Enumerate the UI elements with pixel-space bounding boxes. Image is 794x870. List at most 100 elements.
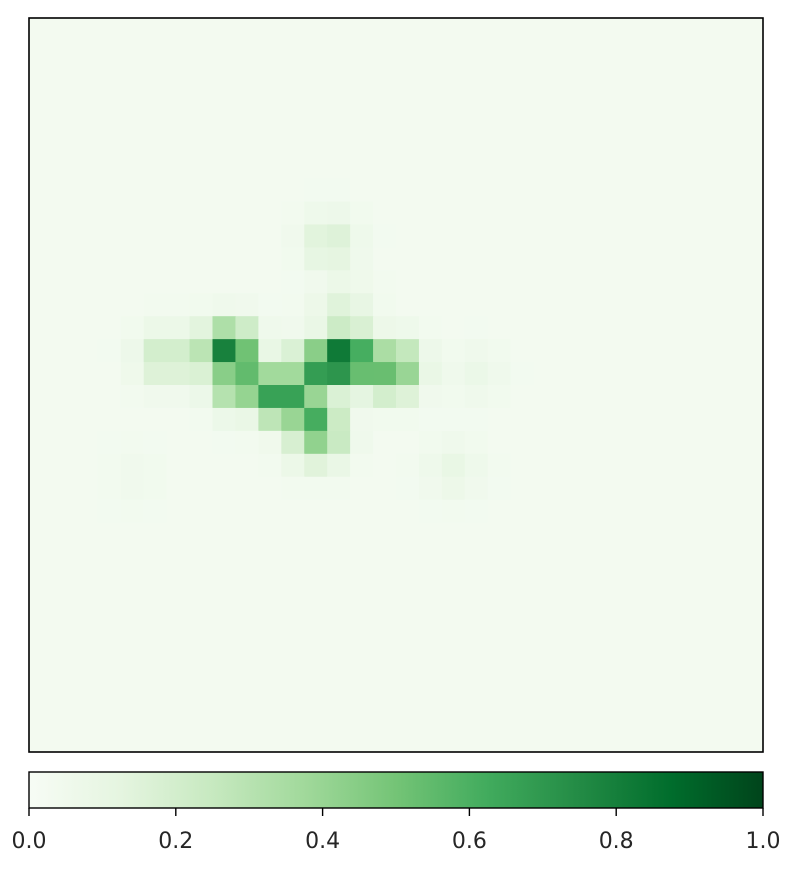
heatmap-cell — [327, 247, 351, 271]
heatmap-cell — [510, 407, 535, 432]
heatmap-cell — [373, 86, 397, 111]
colorbar: 0.0 0.2 0.4 0.6 0.8 1.0 — [12, 771, 781, 854]
heatmap-cell — [579, 385, 604, 409]
heatmap-cell — [648, 18, 672, 42]
heatmap-cell — [602, 729, 626, 752]
heatmap-cell — [373, 706, 397, 730]
heatmap-cell — [418, 362, 443, 386]
heatmap-cell — [579, 339, 604, 363]
heatmap-cell — [464, 132, 489, 157]
heatmap-cell — [166, 132, 191, 157]
heatmap-cell — [373, 499, 397, 524]
heatmap-cell — [464, 201, 489, 226]
heatmap-cell — [120, 729, 145, 752]
heatmap-cell — [97, 155, 122, 180]
heatmap-cell — [441, 132, 466, 157]
heatmap-cell — [625, 430, 649, 455]
heatmap-cell — [464, 522, 489, 547]
heatmap-cell — [510, 614, 535, 638]
heatmap-cell — [373, 683, 397, 707]
heatmap-cell — [717, 224, 741, 248]
heatmap-cell — [671, 362, 695, 386]
heatmap-cell — [258, 316, 282, 340]
heatmap-cell — [212, 660, 237, 684]
heatmap-cell — [602, 568, 626, 593]
heatmap-cell — [281, 568, 305, 593]
heatmap-cell — [258, 522, 282, 547]
heatmap-cell — [510, 729, 535, 752]
heatmap-cell — [258, 132, 282, 157]
heatmap-cell — [510, 293, 535, 317]
heatmap-cell — [510, 545, 535, 570]
heatmap-cell — [212, 729, 237, 752]
heatmap-cell — [441, 362, 466, 386]
heatmap-cell — [487, 430, 512, 455]
heatmap-cell — [396, 430, 420, 455]
heatmap-cell — [441, 430, 466, 455]
heatmap-cell — [625, 18, 649, 42]
heatmap-cell — [97, 339, 122, 363]
heatmap-cell — [29, 155, 53, 180]
heatmap-cell — [556, 706, 581, 730]
heatmap-cell — [189, 660, 214, 684]
heatmap-cell — [51, 293, 76, 317]
heatmap-cell — [97, 660, 122, 684]
heatmap-cell — [166, 683, 191, 707]
heatmap-cell — [74, 385, 99, 409]
heatmap-cell — [373, 18, 397, 42]
heatmap-cell — [373, 660, 397, 684]
heatmap-cell — [74, 499, 99, 524]
heatmap-cell — [396, 201, 420, 226]
heatmap-cell — [235, 729, 259, 752]
heatmap-cell — [533, 63, 558, 88]
heatmap-cell — [556, 453, 581, 478]
heatmap-cell — [556, 18, 581, 42]
heatmap-cell — [189, 729, 214, 752]
heatmap-cell — [533, 224, 558, 248]
heatmap-cell — [235, 637, 259, 661]
heatmap-cell — [418, 109, 443, 134]
heatmap-cell — [556, 270, 581, 294]
heatmap-cell — [441, 339, 466, 363]
heatmap-cell — [373, 430, 397, 455]
heatmap-cell — [350, 339, 374, 363]
heatmap-cell — [602, 86, 626, 111]
heatmap-cell — [189, 545, 214, 570]
heatmap-cell — [671, 178, 695, 203]
heatmap-cell — [602, 385, 626, 409]
heatmap-cell — [304, 637, 328, 661]
heatmap-cell — [671, 224, 695, 248]
heatmap-cell — [717, 132, 741, 157]
heatmap-cell — [189, 522, 214, 547]
heatmap-cell — [74, 178, 99, 203]
heatmap-cell — [671, 316, 695, 340]
heatmap-cell — [258, 40, 282, 65]
heatmap-cell — [327, 63, 351, 88]
heatmap-cell — [418, 430, 443, 455]
heatmap-cell — [304, 362, 328, 386]
heatmap-cell — [97, 683, 122, 707]
heatmap-cell — [717, 18, 741, 42]
heatmap-cell — [441, 86, 466, 111]
heatmap-cell — [625, 362, 649, 386]
heatmap-cell — [327, 706, 351, 730]
heatmap-cell — [464, 660, 489, 684]
heatmap-cell — [235, 270, 259, 294]
heatmap-cell — [418, 63, 443, 88]
heatmap-cell — [327, 614, 351, 638]
heatmap-cell — [51, 109, 76, 134]
heatmap-cell — [120, 339, 145, 363]
heatmap-cell — [304, 385, 328, 409]
heatmap-cell — [373, 178, 397, 203]
heatmap-cell — [373, 155, 397, 180]
heatmap-cell — [235, 706, 259, 730]
heatmap-cell — [258, 476, 282, 501]
heatmap-cell — [556, 362, 581, 386]
heatmap-cell — [97, 18, 122, 42]
heatmap-cell — [441, 499, 466, 524]
heatmap-cell — [671, 247, 695, 271]
heatmap-cell — [396, 224, 420, 248]
heatmap-cell — [143, 453, 168, 478]
heatmap-cell — [166, 18, 191, 42]
heatmap-cell — [694, 568, 718, 593]
